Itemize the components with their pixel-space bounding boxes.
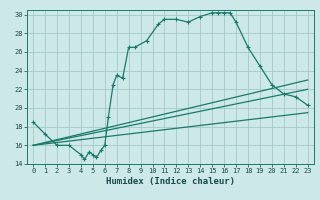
X-axis label: Humidex (Indice chaleur): Humidex (Indice chaleur): [106, 177, 235, 186]
